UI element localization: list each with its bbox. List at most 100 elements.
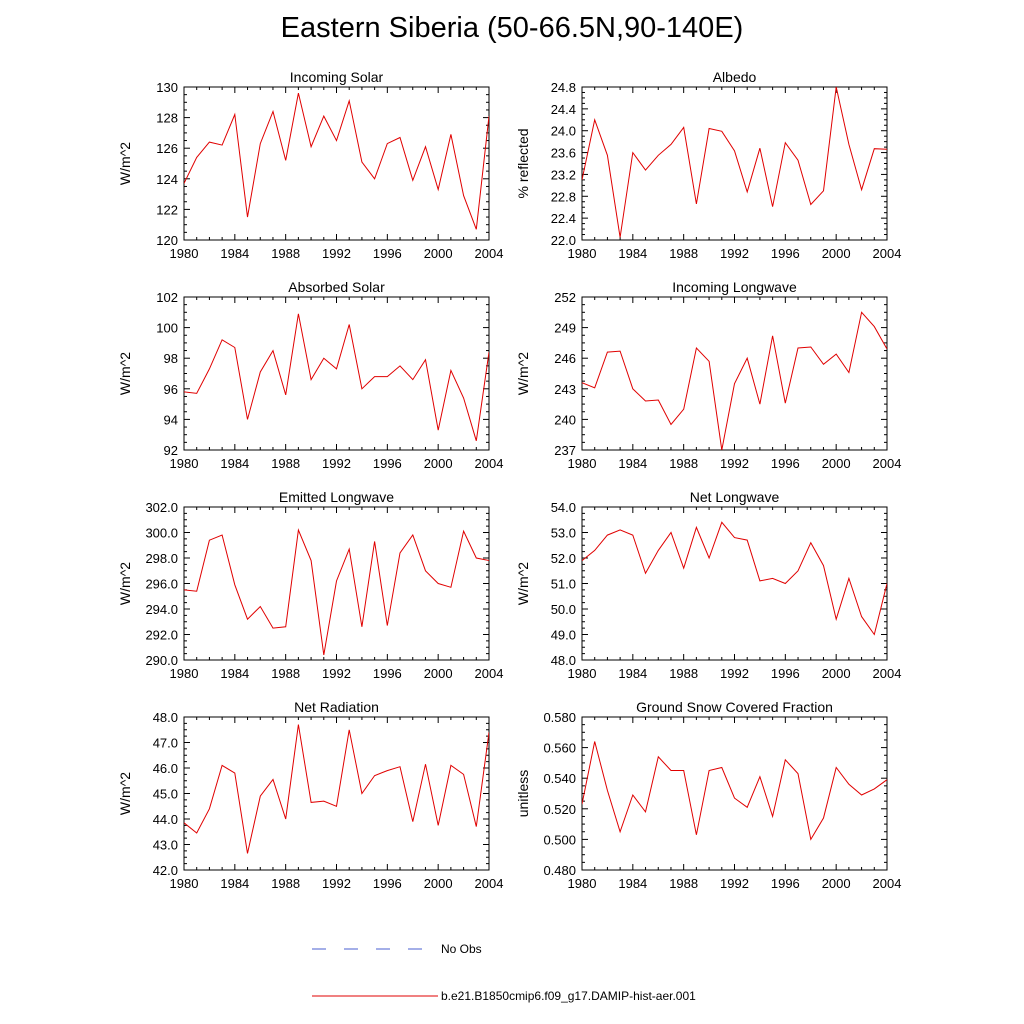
y-tick-label: 0.480 — [543, 863, 576, 878]
x-tick-label: 1988 — [271, 456, 300, 471]
panel-title: Incoming Solar — [290, 69, 384, 85]
panel-4: Emitted Longwave W/m^2 1980 1984 1988 1992 199… — [117, 489, 503, 681]
panel-title: Incoming Longwave — [672, 279, 797, 295]
panel-5: Net Longwave W/m^2 1980 1984 1988 1992 1996 200… — [515, 489, 901, 681]
y-tick-label: 24.8 — [551, 80, 576, 95]
panel-title: Absorbed Solar — [288, 279, 385, 295]
y-tick-label: 300.0 — [145, 526, 178, 541]
x-tick-label: 1988 — [669, 246, 698, 261]
x-tick-label: 2004 — [475, 456, 504, 471]
y-tick-label: 44.0 — [153, 812, 178, 827]
y-tick-label: 294.0 — [145, 602, 178, 617]
y-tick-label: 23.2 — [551, 167, 576, 182]
y-tick-label: 46.0 — [153, 761, 178, 776]
y-axis-label: % reflected — [515, 128, 531, 198]
y-tick-label: 50.0 — [551, 602, 576, 617]
y-tick-label: 240 — [554, 412, 576, 427]
y-tick-label: 53.0 — [551, 526, 576, 541]
x-tick-label: 1984 — [220, 666, 249, 681]
series-line-0 — [184, 724, 489, 854]
x-tick-label: 1988 — [271, 876, 300, 891]
x-tick-label: 1992 — [720, 876, 749, 891]
y-tick-label: 22.0 — [551, 233, 576, 248]
series-line-0 — [184, 528, 489, 655]
x-tick-label: 1996 — [373, 456, 402, 471]
y-axis-label: W/m^2 — [515, 562, 531, 605]
x-tick-label: 1992 — [322, 666, 351, 681]
series-line-0 — [582, 311, 887, 450]
x-tick-label: 1992 — [720, 246, 749, 261]
x-tick-label: 1984 — [618, 876, 647, 891]
y-tick-label: 48.0 — [153, 710, 178, 725]
y-tick-label: 249 — [554, 321, 576, 336]
y-tick-label: 54.0 — [551, 500, 576, 515]
plot-frame — [581, 506, 888, 661]
panel-0: Incoming Solar W/m^2 1980 1984 1988 1992 1996 2… — [117, 69, 503, 261]
panel-2: Absorbed Solar W/m^2 1980 1984 1988 1992 1996 2… — [117, 279, 503, 471]
x-tick-label: 2000 — [424, 876, 453, 891]
y-tick-label: 122 — [156, 202, 178, 217]
y-tick-label: 292.0 — [145, 628, 178, 643]
y-tick-label: 0.500 — [543, 832, 576, 847]
y-tick-label: 24.0 — [551, 124, 576, 139]
y-tick-label: 24.4 — [551, 102, 576, 117]
x-tick-label: 1980 — [170, 876, 199, 891]
y-tick-label: 246 — [554, 351, 576, 366]
y-tick-label: 48.0 — [551, 653, 576, 668]
y-tick-label: 298.0 — [145, 551, 178, 566]
y-tick-label: 94 — [164, 412, 178, 427]
y-tick-label: 49.0 — [551, 628, 576, 643]
x-tick-label: 2000 — [822, 246, 851, 261]
x-tick-label: 1984 — [220, 876, 249, 891]
x-tick-label: 1996 — [373, 666, 402, 681]
y-tick-label: 23.6 — [551, 146, 576, 161]
series-line-0 — [582, 87, 887, 238]
x-tick-label: 2004 — [475, 666, 504, 681]
x-tick-label: 1984 — [220, 456, 249, 471]
x-tick-label: 1980 — [568, 666, 597, 681]
x-tick-label: 2004 — [475, 876, 504, 891]
series-line-0 — [184, 313, 489, 441]
x-tick-label: 1984 — [618, 666, 647, 681]
series-line-0 — [582, 521, 887, 636]
plot-frame — [183, 86, 490, 241]
x-tick-label: 1992 — [720, 456, 749, 471]
y-tick-label: 100 — [156, 321, 178, 336]
x-tick-label: 1984 — [618, 246, 647, 261]
y-tick-label: 120 — [156, 233, 178, 248]
x-tick-label: 1980 — [568, 456, 597, 471]
x-tick-label: 2004 — [873, 246, 902, 261]
series-line-0 — [184, 92, 489, 230]
plot-frame — [183, 296, 490, 451]
x-tick-label: 1992 — [720, 666, 749, 681]
y-tick-label: 45.0 — [153, 787, 178, 802]
x-tick-label: 1996 — [373, 876, 402, 891]
x-tick-label: 2000 — [424, 666, 453, 681]
x-tick-label: 1996 — [771, 876, 800, 891]
x-tick-label: 1980 — [170, 456, 199, 471]
y-axis-label: W/m^2 — [117, 142, 133, 185]
y-tick-label: 296.0 — [145, 577, 178, 592]
x-tick-label: 2004 — [475, 246, 504, 261]
x-tick-label: 1980 — [170, 246, 199, 261]
x-tick-label: 2000 — [424, 246, 453, 261]
x-tick-label: 2004 — [873, 876, 902, 891]
y-tick-label: 130 — [156, 80, 178, 95]
panel-6: Net Radiation W/m^2 1980 1984 1988 1992 1996 20… — [117, 699, 503, 891]
x-tick-label: 1988 — [669, 456, 698, 471]
panel-title: Emitted Longwave — [279, 489, 394, 505]
panel-title: Net Longwave — [690, 489, 780, 505]
x-tick-label: 1980 — [568, 876, 597, 891]
y-axis-label: W/m^2 — [117, 562, 133, 605]
x-tick-label: 1992 — [322, 876, 351, 891]
x-tick-label: 1992 — [322, 456, 351, 471]
x-tick-label: 1996 — [771, 246, 800, 261]
y-tick-label: 98 — [164, 351, 178, 366]
y-tick-label: 22.8 — [551, 189, 576, 204]
figure-title: Eastern Siberia (50-66.5N,90-140E) — [280, 12, 744, 44]
y-tick-label: 290.0 — [145, 653, 178, 668]
y-tick-label: 51.0 — [551, 577, 576, 592]
y-axis-label: W/m^2 — [117, 772, 133, 815]
panel-title: Ground Snow Covered Fraction — [636, 699, 833, 715]
